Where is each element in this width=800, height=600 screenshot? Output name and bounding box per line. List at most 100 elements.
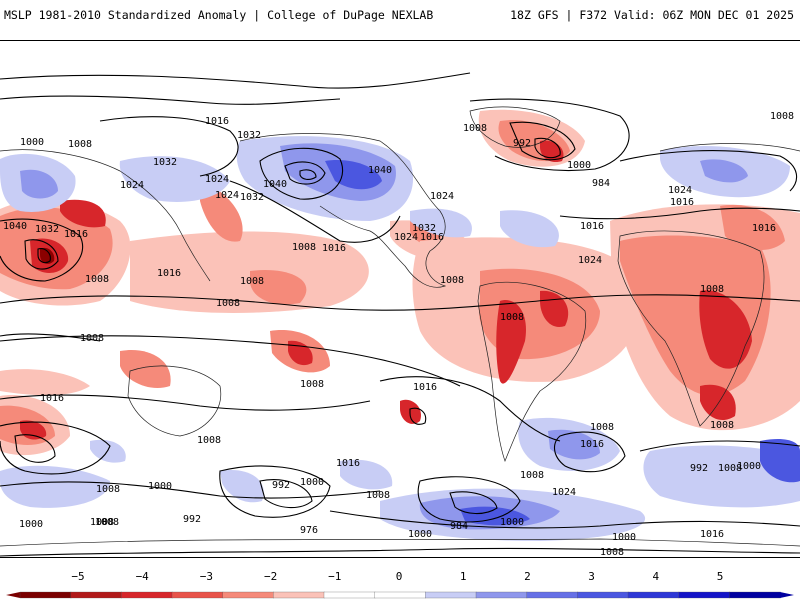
isobar-label: 1008 (80, 333, 104, 344)
isobar-label: 1032 (237, 130, 261, 141)
isobar-label: 1000 (20, 137, 44, 148)
isobar (619, 149, 798, 192)
isobar (0, 481, 381, 499)
isobar (379, 376, 561, 442)
anomaly-area (0, 369, 90, 396)
colorbar-segment (19, 591, 72, 599)
coastline-south-america (477, 281, 587, 462)
colorbar-tick-label: 5 (716, 570, 724, 583)
colorbar-segment (729, 591, 781, 599)
colorbar-tick-label: 3 (588, 570, 595, 583)
isobar-label: 1008 (463, 123, 487, 134)
isobar-label: 1000 (300, 477, 324, 488)
colorbar-tick-label: −3 (199, 570, 214, 583)
isobar (0, 218, 84, 282)
anomaly-area (0, 465, 110, 508)
colorbar-segment (526, 591, 578, 599)
isobar (449, 491, 498, 515)
colorbar-tick-label: 0 (395, 570, 403, 583)
isobar-label: 1016 (420, 232, 444, 243)
isobar (0, 294, 800, 311)
header: MSLP 1981-2010 Standardized Anomaly | Co… (0, 0, 800, 36)
isobar-label: 1008 (600, 547, 624, 558)
isobar (409, 407, 427, 425)
isobar-label: 1016 (157, 268, 181, 279)
isobar (299, 169, 317, 180)
isobar (24, 239, 59, 270)
coastline-australia (127, 365, 222, 437)
anomaly-area (250, 270, 307, 305)
anomaly-area (460, 506, 530, 526)
anomaly-area (130, 231, 369, 313)
isobar (229, 180, 401, 243)
isobar-label: 1008 (240, 276, 264, 287)
isobar-label: 1032 (240, 192, 264, 203)
isobar-label: 1040 (368, 165, 392, 176)
model-run-info: 18Z GFS | F372 Valid: 06Z MON DEC 01 202… (510, 8, 794, 22)
anomaly-area (700, 384, 736, 421)
isobar-label: 1024 (668, 185, 692, 196)
colorbar-tick-label: −2 (263, 570, 278, 583)
anomaly-area (496, 300, 526, 384)
isobar-label: 976 (300, 525, 318, 536)
colorbar-segment (70, 591, 122, 599)
isobar (554, 431, 626, 473)
colorbar-segment (627, 591, 680, 599)
anomaly-area (548, 429, 600, 460)
isobar-label: 1008 (520, 470, 544, 481)
isobar-label: 984 (592, 178, 610, 189)
colorbar-tick-label: 2 (524, 570, 531, 583)
anomaly-area (340, 459, 393, 490)
isobar-label: 1000 (612, 532, 636, 543)
colorbar-segment (475, 591, 528, 599)
isobar-labels: 1016 1000 1008 1032 1008 992 1000 984 10… (3, 111, 794, 558)
anomaly-area (119, 156, 230, 202)
coastline-africa (617, 230, 765, 427)
isobar-label: 1008 (590, 422, 614, 433)
isobar-label: 1016 (413, 382, 437, 393)
isobar-label: 1016 (322, 243, 346, 254)
colorbar-left-arrow (6, 592, 20, 598)
colorbar-segment (222, 591, 274, 599)
isobar (219, 465, 331, 518)
isobar-label: 1008 (197, 435, 221, 446)
isobar-label: 1008 (216, 298, 240, 309)
colorbar-segment (678, 591, 730, 599)
isobar-label: 1024 (552, 487, 576, 498)
isobar-label: 1008 (85, 274, 109, 285)
isobar-label: 1008 (440, 275, 464, 286)
colorbar-segment (273, 591, 325, 599)
anomaly-area (720, 204, 785, 251)
isobar-label: 1024 (120, 180, 144, 191)
isobar (639, 440, 800, 452)
isobar-label: 1000 (500, 517, 524, 528)
anomaly-area (760, 439, 800, 483)
isobar (284, 161, 326, 185)
isobar (0, 335, 461, 387)
isobar (0, 394, 371, 411)
colorbar-tick-label: −4 (135, 570, 149, 583)
anomaly-map: 1016 1000 1008 1032 1008 992 1000 984 10… (0, 40, 800, 558)
colorbar-segment (577, 591, 629, 599)
colorbar-segment (171, 591, 224, 599)
colorbar-segment (425, 591, 477, 599)
colorbar-segment (374, 591, 426, 599)
isobar-label: 1000 (19, 519, 43, 530)
isobar-label: 1008 (710, 420, 734, 431)
anomaly-area (699, 290, 752, 369)
colorbar-right-arrow (780, 592, 794, 598)
isobar (14, 434, 56, 463)
isobar (0, 547, 800, 557)
isobar-label: 992 (690, 463, 708, 474)
isobar-label: 1008 (68, 139, 92, 150)
coastline-eurasia (0, 143, 800, 282)
isobar (509, 121, 576, 161)
isobar-label: 984 (450, 521, 468, 532)
isobar-label: 1016 (580, 439, 604, 450)
coastlines (0, 106, 800, 547)
isobar-label: 1016 (336, 458, 360, 469)
anomaly-area (410, 208, 472, 238)
isobar-label: 1016 (700, 529, 724, 540)
isobar-label: 1008 (96, 484, 120, 495)
isobar-label: 1040 (3, 221, 27, 232)
